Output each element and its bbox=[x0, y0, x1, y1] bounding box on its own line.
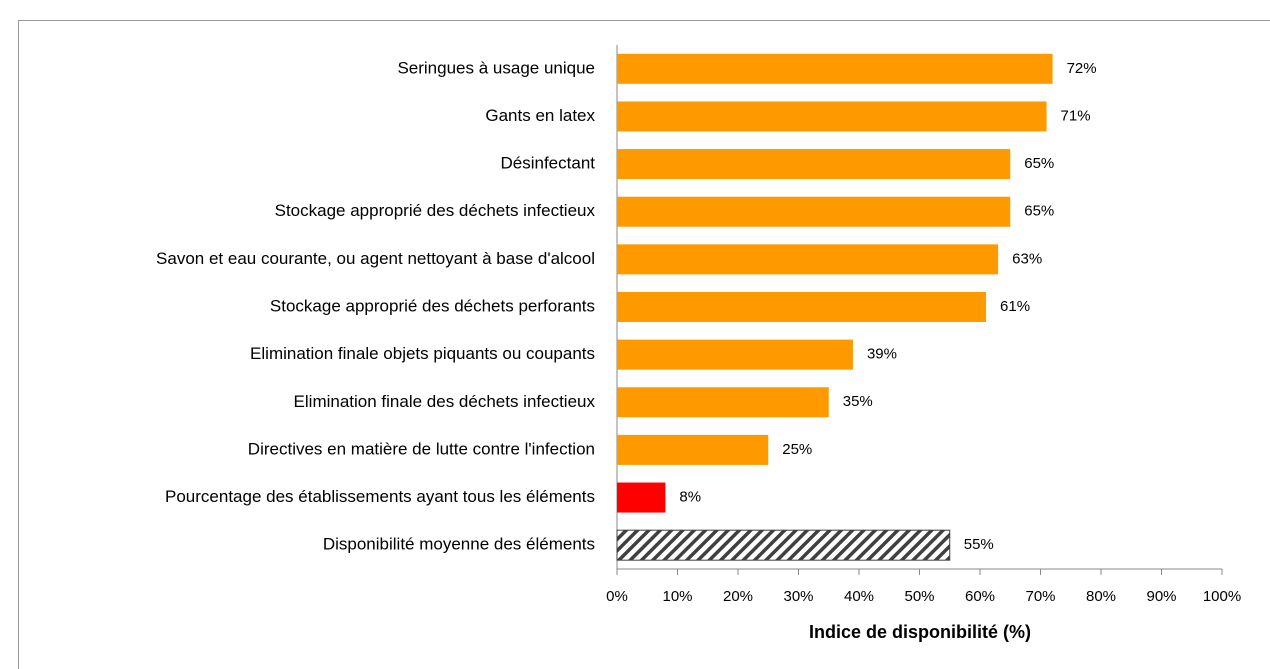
y-tick-label: Stockage approprié des déchets perforant… bbox=[270, 296, 595, 315]
y-tick-label: Seringues à usage unique bbox=[397, 58, 595, 77]
bar bbox=[617, 101, 1047, 132]
y-tick-label: Elimination finale des déchets infectieu… bbox=[294, 392, 596, 411]
y-tick-label: Désinfectant bbox=[501, 154, 596, 173]
x-tick-label: 90% bbox=[1146, 588, 1176, 605]
x-tick-label: 100% bbox=[1203, 588, 1241, 605]
value-label: 55% bbox=[964, 536, 994, 553]
frame bbox=[18, 20, 1270, 669]
value-label: 65% bbox=[1024, 203, 1054, 220]
y-tick-label: Pourcentage des établissements ayant tou… bbox=[165, 487, 595, 506]
bar bbox=[617, 339, 853, 370]
bar bbox=[617, 196, 1011, 227]
bar bbox=[617, 387, 829, 418]
x-tick-label: 70% bbox=[1025, 588, 1055, 605]
bar bbox=[617, 244, 999, 275]
y-tick-label: Stockage approprié des déchets infectieu… bbox=[275, 201, 596, 220]
value-label: 61% bbox=[1000, 298, 1030, 315]
bar bbox=[617, 292, 987, 322]
y-tick-label: Elimination finale objets piquants ou co… bbox=[250, 344, 595, 363]
y-tick-label: Savon et eau courante, ou agent nettoyan… bbox=[156, 249, 595, 268]
bar bbox=[617, 149, 1011, 180]
value-label: 65% bbox=[1024, 155, 1054, 172]
value-label: 35% bbox=[843, 393, 873, 410]
bar bbox=[617, 482, 666, 513]
x-tick-label: 10% bbox=[662, 588, 692, 605]
value-label: 8% bbox=[679, 489, 701, 506]
x-tick-label: 60% bbox=[965, 588, 995, 605]
x-tick-label: 80% bbox=[1086, 588, 1116, 605]
value-label: 25% bbox=[782, 441, 812, 458]
x-tick-label: 40% bbox=[844, 588, 874, 605]
value-label: 72% bbox=[1067, 60, 1097, 77]
value-label: 63% bbox=[1012, 250, 1042, 267]
x-tick-label: 0% bbox=[606, 588, 628, 605]
x-tick-label: 30% bbox=[783, 588, 813, 605]
value-label: 71% bbox=[1061, 107, 1091, 124]
y-tick-label: Directives en matière de lutte contre l'… bbox=[248, 439, 595, 458]
x-tick-label: 20% bbox=[723, 588, 753, 605]
value-label: 39% bbox=[867, 346, 897, 363]
x-axis-title: Indice de disponibilité (%) bbox=[809, 622, 1031, 642]
bar bbox=[617, 53, 1053, 84]
bar bbox=[616, 529, 951, 561]
x-tick-label: 50% bbox=[904, 588, 934, 605]
y-tick-label: Gants en latex bbox=[485, 106, 595, 125]
y-tick-label: Disponibilité moyenne des éléments bbox=[323, 535, 595, 554]
bar bbox=[617, 434, 769, 465]
